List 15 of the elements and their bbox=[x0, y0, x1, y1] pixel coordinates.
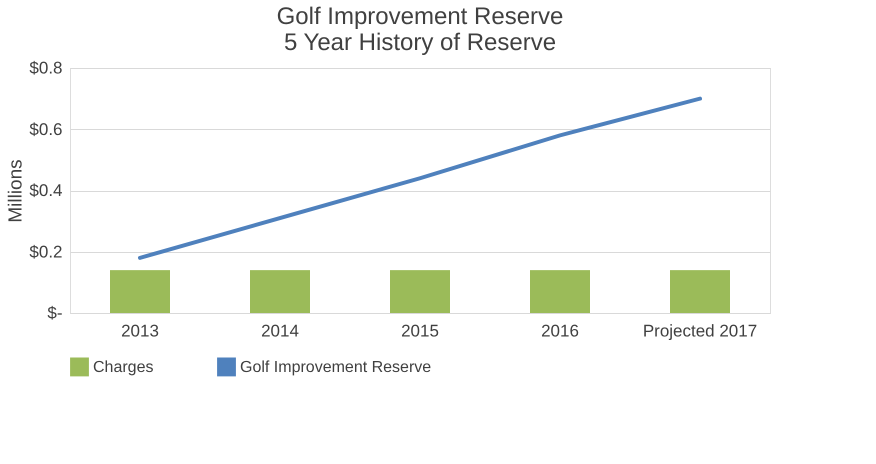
x-tick-label: 2014 bbox=[261, 322, 299, 340]
y-tick-label: $0.2 bbox=[29, 242, 62, 262]
y-axis-title: Millions bbox=[5, 159, 26, 223]
y-tick-label: $0.6 bbox=[29, 120, 62, 139]
y-tick-label: $- bbox=[47, 304, 62, 322]
legend-label: Charges bbox=[93, 358, 154, 376]
y-tick-label: $0.8 bbox=[29, 58, 62, 78]
x-tick-label: 2016 bbox=[541, 322, 579, 340]
chart-title: Golf Improvement Reserve 5 Year History of Reserve bbox=[276, 3, 564, 56]
line-series bbox=[138, 96, 702, 260]
legend-label: Golf Improvement Reserve bbox=[240, 358, 432, 376]
x-tick-label: Projected 2017 bbox=[642, 322, 758, 340]
x-tick-label: 2015 bbox=[401, 322, 439, 340]
y-tick-label: $0.4 bbox=[29, 181, 62, 200]
x-tick-label: 2013 bbox=[121, 322, 159, 340]
